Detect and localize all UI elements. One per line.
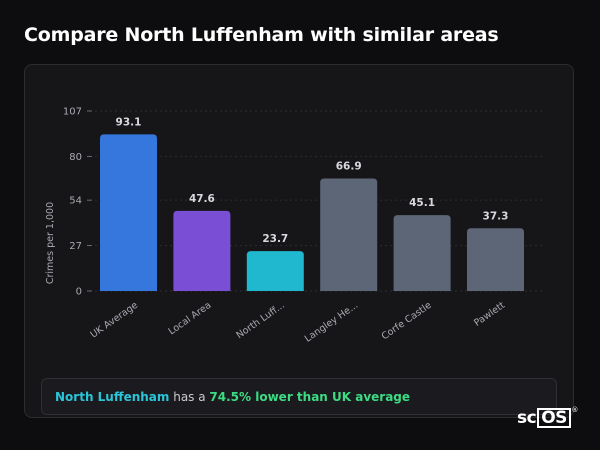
category-label: Local Area <box>167 300 214 337</box>
category-label: Langley He... <box>303 300 360 345</box>
y-axis-ticks: 0 27 54 80 107 <box>63 107 92 298</box>
bars <box>100 134 524 291</box>
bar-1[interactable] <box>173 210 231 291</box>
bar-2[interactable] <box>246 251 304 291</box>
category-label: UK Average <box>88 300 140 341</box>
comparison-summary: North Luffenham has a 74.5% lower than U… <box>41 378 557 415</box>
logo-boxed-text: OS <box>537 408 571 428</box>
bar-0[interactable] <box>100 134 157 291</box>
value-labels: 93.1 47.6 23.7 66.9 45.1 37.3 <box>116 116 509 245</box>
bar-5[interactable] <box>467 228 524 291</box>
category-label: North Luff... <box>234 300 286 341</box>
bar-3[interactable] <box>320 178 378 291</box>
page-title: Compare North Luffenham with similar are… <box>24 24 499 46</box>
registered-mark: ® <box>571 406 578 414</box>
category-labels: UK Average Local Area North Luff... Langley… <box>88 300 507 345</box>
value-label: 37.3 <box>483 210 509 222</box>
category-label: Pawlett <box>472 300 507 329</box>
y-tick-label: 27 <box>69 241 82 252</box>
category-label: Corfe Castle <box>380 300 434 342</box>
value-label: 45.1 <box>409 197 435 209</box>
logo-prefix: sc <box>517 408 537 428</box>
y-tick-label: 0 <box>76 287 82 298</box>
chart-card: 0 27 54 80 107 93.1 47.6 23.7 66.9 45.1 37.3 UK A… <box>24 64 574 418</box>
bar-chart: 0 27 54 80 107 93.1 47.6 23.7 66.9 45.1 37.3 UK A… <box>45 107 545 345</box>
bar-4[interactable] <box>393 215 451 291</box>
summary-connector: has a <box>169 390 210 404</box>
value-label: 47.6 <box>189 193 215 205</box>
value-label: 93.1 <box>116 116 142 128</box>
y-tick-label: 107 <box>63 107 82 118</box>
summary-area-name: North Luffenham <box>55 390 170 404</box>
value-label: 23.7 <box>262 233 288 245</box>
summary-stat: 74.5% lower than UK average <box>209 390 411 404</box>
value-label: 66.9 <box>336 160 362 172</box>
y-axis-label: Crimes per 1,000 <box>45 202 56 284</box>
y-tick-label: 54 <box>69 196 82 207</box>
y-tick-label: 80 <box>69 152 82 163</box>
scos-logo: sc OS ® <box>517 406 578 428</box>
